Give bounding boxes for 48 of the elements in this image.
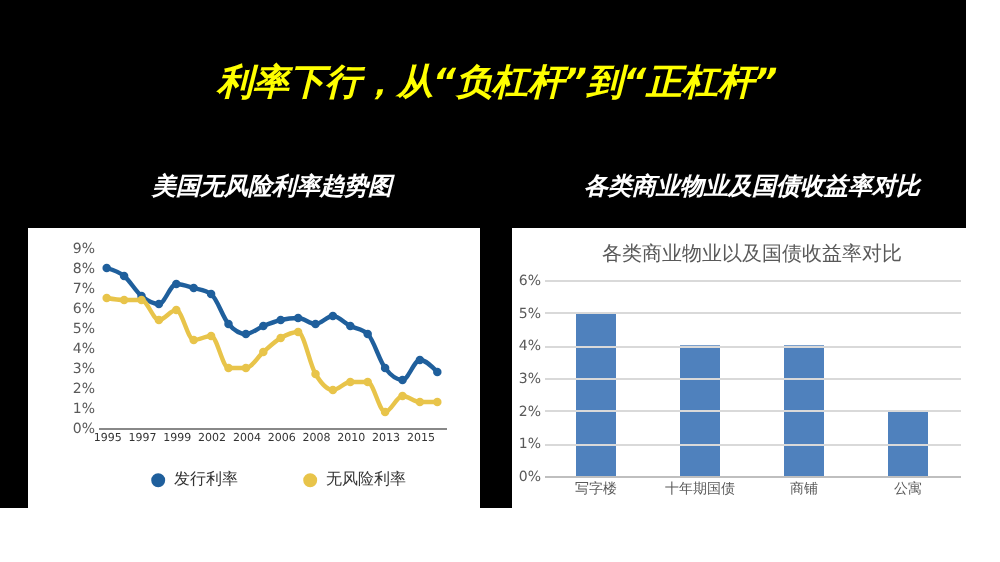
point: [346, 321, 355, 331]
point: [189, 335, 198, 345]
point: [311, 319, 320, 329]
bar: [888, 410, 928, 476]
point: [380, 407, 390, 417]
point: [119, 271, 129, 281]
chart-subtitle: 各类商业物业以及国债收益率对比: [602, 242, 902, 266]
point: [380, 363, 390, 373]
point: [276, 315, 285, 325]
point: [311, 369, 320, 379]
point: [276, 333, 285, 343]
point: [102, 293, 111, 303]
point: [433, 397, 442, 407]
point: [415, 355, 425, 365]
point: [154, 315, 164, 325]
point: [328, 385, 338, 395]
point: [259, 347, 268, 357]
point: [154, 299, 164, 309]
point: [172, 279, 181, 289]
point: [363, 329, 372, 339]
legend-label: 发行利率: [174, 470, 239, 489]
point: [206, 289, 216, 299]
point: [398, 375, 407, 385]
point: [224, 319, 233, 329]
point: [206, 331, 216, 341]
text: 利率下行，从“负杠杆”到“正杠杆”: [214, 62, 779, 104]
point: [415, 397, 425, 407]
point: [259, 321, 268, 331]
point: [293, 313, 303, 323]
point: [189, 283, 198, 293]
point: [224, 363, 233, 373]
chart-title: 各类商业物业及国债收益率对比: [584, 172, 922, 200]
point: [346, 377, 355, 387]
point: [241, 363, 251, 373]
point: [241, 329, 251, 339]
point: [433, 367, 442, 377]
point: [398, 391, 407, 401]
point: [363, 377, 372, 387]
legend-label: 无风险利率: [326, 470, 407, 489]
bar: [576, 312, 616, 476]
point: [119, 295, 129, 305]
point: [328, 311, 338, 321]
bar: [784, 345, 824, 476]
chart-title: 美国无风险利率趋势图: [150, 172, 396, 200]
point: [293, 327, 303, 337]
bar: [680, 345, 720, 476]
point: [102, 263, 111, 273]
point: [172, 305, 181, 315]
